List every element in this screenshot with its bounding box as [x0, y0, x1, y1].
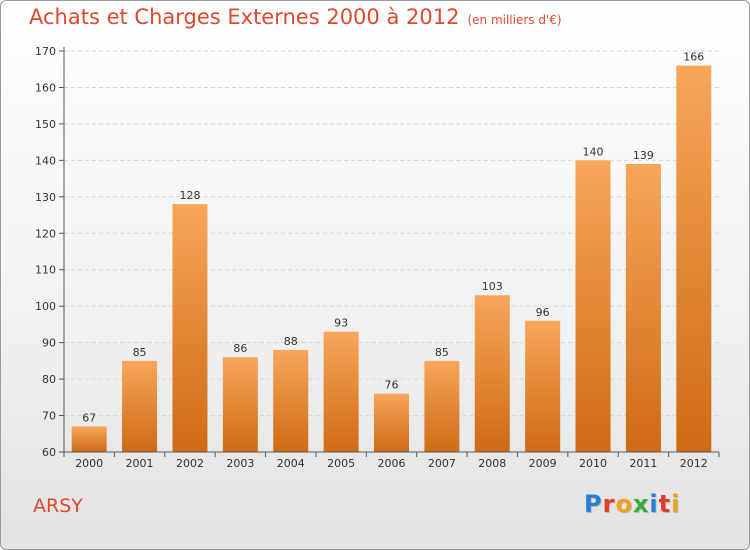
- bar-value-label: 103: [482, 280, 503, 293]
- x-tick-label: 2012: [680, 457, 708, 470]
- bar: [625, 164, 661, 452]
- bar: [273, 349, 309, 452]
- chart-title-text: Achats et Charges Externes 2000 à 2012: [29, 5, 460, 29]
- bar: [323, 331, 359, 452]
- bar: [222, 357, 258, 452]
- bar-value-label: 128: [179, 189, 200, 202]
- bar: [424, 360, 460, 452]
- y-tick-label: 80: [42, 373, 56, 386]
- proxiti-logo: Proxiti: [584, 490, 680, 518]
- bar: [172, 204, 208, 452]
- x-tick-label: 2011: [629, 457, 657, 470]
- x-tick-label: 2006: [378, 457, 406, 470]
- x-tick-label: 2000: [75, 457, 103, 470]
- bar-value-label: 76: [385, 379, 399, 392]
- bar: [374, 393, 409, 452]
- bar: [122, 360, 158, 452]
- y-tick-label: 100: [35, 300, 56, 313]
- y-tick-label: 130: [35, 191, 56, 204]
- y-tick-label: 70: [42, 410, 56, 423]
- bar-value-label: 86: [233, 342, 247, 355]
- logo-letter: P: [584, 490, 603, 518]
- bar-value-label: 96: [536, 306, 550, 319]
- bar-value-label: 85: [133, 346, 147, 359]
- x-tick-label: 2005: [327, 457, 355, 470]
- bar: [71, 426, 107, 452]
- x-tick-label: 2002: [176, 457, 204, 470]
- x-tick-label: 2001: [126, 457, 154, 470]
- x-tick-label: 2003: [226, 457, 254, 470]
- logo-letter: r: [602, 490, 616, 518]
- y-tick-label: 110: [35, 264, 56, 277]
- y-tick-label: 170: [35, 45, 56, 58]
- bar-value-label: 140: [583, 145, 604, 158]
- bar: [525, 320, 561, 452]
- bar-value-label: 166: [683, 51, 704, 64]
- bar-value-label: 93: [334, 317, 348, 330]
- y-tick-label: 60: [42, 446, 56, 459]
- logo-letter: t: [658, 490, 672, 518]
- bar-value-label: 85: [435, 346, 449, 359]
- bar-value-label: 139: [633, 149, 654, 162]
- logo-letter: i: [671, 490, 681, 518]
- x-tick-label: 2010: [579, 457, 607, 470]
- bar: [575, 160, 611, 452]
- y-tick-label: 160: [35, 81, 56, 94]
- bar-value-label: 67: [82, 411, 96, 424]
- unit-label: (en milliers d'€): [467, 13, 562, 27]
- bar-value-label: 88: [284, 335, 298, 348]
- logo-letter: x: [632, 490, 650, 518]
- x-tick-label: 2004: [277, 457, 305, 470]
- y-tick-label: 140: [35, 154, 56, 167]
- bar: [676, 65, 712, 452]
- chart-title: Achats et Charges Externes 2000 à 2012 (e…: [29, 5, 562, 29]
- x-tick-label: 2009: [529, 457, 557, 470]
- commune-name: ARSY: [33, 495, 83, 517]
- bar: [474, 295, 510, 452]
- x-tick-label: 2007: [428, 457, 456, 470]
- logo-letter: o: [615, 490, 633, 518]
- logo-letter: i: [649, 490, 659, 518]
- x-tick-label: 2008: [478, 457, 506, 470]
- y-tick-label: 90: [42, 337, 56, 350]
- y-tick-label: 150: [35, 118, 56, 131]
- y-tick-label: 120: [35, 227, 56, 240]
